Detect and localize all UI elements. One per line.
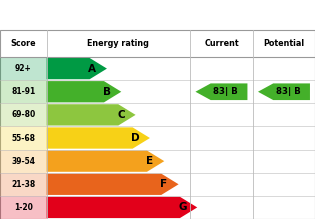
Text: G: G xyxy=(178,202,187,212)
Text: 39-54: 39-54 xyxy=(11,157,35,166)
Text: 83| B: 83| B xyxy=(276,87,301,96)
Text: C: C xyxy=(117,110,125,120)
Text: 1-20: 1-20 xyxy=(14,203,33,212)
Text: 55-68: 55-68 xyxy=(11,134,35,143)
Polygon shape xyxy=(47,150,164,172)
Bar xyxy=(0,103,47,126)
Polygon shape xyxy=(195,83,248,100)
Polygon shape xyxy=(258,83,310,100)
Text: 69-80: 69-80 xyxy=(11,110,35,119)
Text: 81-91: 81-91 xyxy=(11,87,35,96)
Bar xyxy=(0,57,47,80)
Text: Potential: Potential xyxy=(263,39,305,48)
Text: 92+: 92+ xyxy=(15,64,32,73)
Text: A: A xyxy=(88,64,96,74)
Text: E: E xyxy=(146,156,153,166)
Bar xyxy=(0,150,47,173)
Bar xyxy=(0,173,47,196)
Text: F: F xyxy=(160,179,168,189)
Text: Current: Current xyxy=(204,39,239,48)
Text: 83| B: 83| B xyxy=(213,87,238,96)
Text: Score: Score xyxy=(10,39,36,48)
Polygon shape xyxy=(47,104,135,125)
Bar xyxy=(0,126,47,150)
Text: 21-38: 21-38 xyxy=(11,180,35,189)
Polygon shape xyxy=(47,174,179,195)
Text: Energy rating: Energy rating xyxy=(87,39,149,48)
Polygon shape xyxy=(47,197,197,218)
Bar xyxy=(0,80,47,103)
Text: B: B xyxy=(103,87,111,97)
Polygon shape xyxy=(47,127,150,149)
Bar xyxy=(0,196,47,219)
Polygon shape xyxy=(47,58,107,79)
Text: D: D xyxy=(131,133,140,143)
Text: Energy Efficiency Rating: Energy Efficiency Rating xyxy=(8,10,191,23)
Polygon shape xyxy=(47,81,121,102)
